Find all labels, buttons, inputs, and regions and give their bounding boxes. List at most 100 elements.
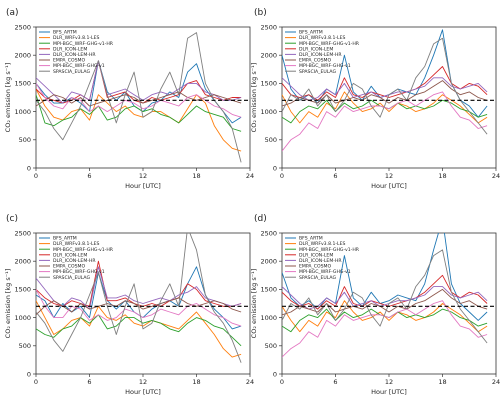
x-tick-label: 24 bbox=[246, 172, 254, 180]
y-tick-label: 500 bbox=[265, 136, 277, 144]
legend-label: DLR_WRFv3.8.1-LES bbox=[53, 241, 99, 247]
y-tick-label: 0 bbox=[273, 164, 277, 172]
legend-label: BFS_ARTM bbox=[299, 236, 323, 242]
series-line-SPASCIA_EULAG bbox=[36, 32, 242, 163]
series-lines bbox=[36, 233, 242, 363]
y-tick-label: 2000 bbox=[260, 258, 277, 266]
panel-b: (b) 0 500 1000 1500 2000 2500 0 6 12 18 24 Hour [UTC… bbox=[250, 8, 500, 190]
series-line-SPASCIA_EULAG bbox=[36, 233, 242, 363]
legend: BFS_ARTMDLR_WRFv3.8.1-LESMPI-BGC_WRF-GHG… bbox=[39, 236, 114, 281]
series-lines bbox=[282, 233, 488, 358]
x-tick-label: 24 bbox=[492, 172, 500, 180]
y-tick-label: 1000 bbox=[260, 314, 277, 322]
legend-label: DLR_ICON-LEM-HR bbox=[299, 258, 342, 264]
y-tick-label: 500 bbox=[19, 136, 31, 144]
panel-label: (d) bbox=[254, 214, 267, 224]
y-tick-label: 1500 bbox=[260, 286, 277, 294]
legend-label: SPASCIA_EULAG bbox=[299, 275, 336, 281]
y-tick-label: 1500 bbox=[14, 286, 31, 294]
series-line-SPASCIA_EULAG bbox=[282, 37, 488, 135]
y-tick-label: 1500 bbox=[260, 80, 277, 88]
legend-label: SPASCIA_EULAG bbox=[299, 69, 336, 75]
x-tick-label: 0 bbox=[34, 172, 38, 180]
series-line-MPI-BGC_WRF-GHG-v1 bbox=[36, 289, 242, 327]
legend-label: BFS_ARTM bbox=[53, 236, 77, 242]
x-axis-label: Hour [UTC] bbox=[125, 388, 161, 396]
legend-label: MPI-BGC_WRF-GHG-v1-HR bbox=[299, 247, 360, 253]
x-tick-label: 24 bbox=[246, 378, 254, 386]
series-line-MPI-BGC_WRF-GHG-v1 bbox=[36, 83, 242, 118]
y-tick-label: 2000 bbox=[260, 52, 277, 60]
y-tick-label: 2500 bbox=[14, 229, 31, 237]
x-tick-label: 6 bbox=[333, 378, 337, 386]
legend-label: SPASCIA_EULAG bbox=[53, 275, 90, 281]
y-axis-label: CO₂ emission [kg s⁻¹] bbox=[4, 63, 12, 133]
panel-c: (c) 0 500 1000 1500 2000 2500 0 6 12 18 24 Hour [UTC… bbox=[4, 214, 254, 396]
panel-label: (c) bbox=[6, 214, 18, 224]
legend-label: EMPA_COSMO bbox=[299, 264, 331, 270]
x-tick-label: 6 bbox=[87, 378, 91, 386]
x-tick-label: 0 bbox=[280, 378, 284, 386]
x-tick-label: 6 bbox=[87, 172, 91, 180]
legend-label: MPI-BGC_WRF-GHG-v1-HR bbox=[53, 41, 114, 47]
series-line-DLR_ICON-LEM-HR bbox=[36, 60, 242, 104]
y-tick-label: 500 bbox=[19, 342, 31, 350]
legend-label: DLR_WRFv3.8.1-LES bbox=[53, 35, 99, 41]
panel-label: (a) bbox=[6, 8, 19, 18]
legend-label: EMPA_COSMO bbox=[53, 264, 85, 270]
y-tick-label: 2500 bbox=[260, 229, 277, 237]
legend-label: MPI-BGC_WRF-GHG-v1 bbox=[53, 63, 105, 69]
x-tick-label: 18 bbox=[438, 172, 446, 180]
series-line-MPI-BGC_WRF-GHG-v1 bbox=[282, 91, 488, 152]
legend-label: DLR_ICON-LEM bbox=[53, 252, 87, 258]
x-tick-label: 12 bbox=[139, 378, 147, 386]
x-tick-label: 24 bbox=[492, 378, 500, 386]
x-tick-label: 0 bbox=[34, 378, 38, 386]
panel-label: (b) bbox=[254, 8, 267, 18]
y-tick-label: 2000 bbox=[14, 52, 31, 60]
panel-d: (d) 0 500 1000 1500 2000 2500 0 6 12 18 24 Hour [UTC… bbox=[250, 214, 500, 396]
legend-label: BFS_ARTM bbox=[299, 30, 323, 36]
legend-label: DLR_WRFv3.8.1-LES bbox=[299, 241, 345, 247]
y-tick-label: 1500 bbox=[14, 80, 31, 88]
x-tick-label: 18 bbox=[192, 172, 200, 180]
y-axis-label: CO₂ emission [kg s⁻¹] bbox=[4, 269, 12, 339]
legend-label: SPASCIA_EULAG bbox=[53, 69, 90, 75]
panel-a: (a) 0 500 1000 1500 2000 2500 0 6 12 18 24 Hour [UTC… bbox=[4, 8, 254, 190]
y-tick-label: 0 bbox=[27, 370, 31, 378]
x-axis-label: Hour [UTC] bbox=[371, 182, 407, 190]
x-tick-label: 18 bbox=[192, 378, 200, 386]
legend-label: DLR_WRFv3.8.1-LES bbox=[299, 35, 345, 41]
legend-label: MPI-BGC_WRF-GHG-v1-HR bbox=[299, 41, 360, 47]
x-tick-label: 12 bbox=[139, 172, 147, 180]
legend-label: DLR_ICON-LEM bbox=[299, 46, 333, 52]
series-line-MPI-BGC_WRF-GHG-v1-HR bbox=[36, 94, 242, 132]
x-tick-label: 0 bbox=[280, 172, 284, 180]
y-tick-label: 1000 bbox=[14, 108, 31, 116]
y-tick-label: 500 bbox=[265, 342, 277, 350]
x-axis-label: Hour [UTC] bbox=[371, 388, 407, 396]
x-axis-label: Hour [UTC] bbox=[125, 182, 161, 190]
y-tick-label: 0 bbox=[27, 164, 31, 172]
x-tick-label: 18 bbox=[438, 378, 446, 386]
legend-label: EMPA_COSMO bbox=[299, 58, 331, 64]
series-lines bbox=[282, 29, 488, 152]
legend: BFS_ARTMDLR_WRFv3.8.1-LESMPI-BGC_WRF-GHG… bbox=[285, 30, 360, 75]
legend-label: DLR_ICON-LEM bbox=[299, 252, 333, 258]
legend-label: MPI-BGC_WRF-GHG-v1 bbox=[299, 63, 351, 69]
series-lines bbox=[36, 32, 242, 163]
y-tick-label: 2000 bbox=[14, 258, 31, 266]
series-line-SPASCIA_EULAG bbox=[282, 249, 488, 344]
legend-label: DLR_ICON-LEM bbox=[53, 46, 87, 52]
legend: BFS_ARTMDLR_WRFv3.8.1-LESMPI-BGC_WRF-GHG… bbox=[285, 236, 360, 281]
legend-label: DLR_ICON-LEM-HR bbox=[53, 258, 96, 264]
y-tick-label: 0 bbox=[273, 370, 277, 378]
series-line-MPI-BGC_WRF-GHG-v1 bbox=[282, 300, 488, 358]
y-tick-label: 1000 bbox=[14, 314, 31, 322]
legend: BFS_ARTMDLR_WRFv3.8.1-LESMPI-BGC_WRF-GHG… bbox=[39, 30, 114, 75]
series-line-DLR_WRFv3.8.1-LES bbox=[36, 300, 242, 358]
series-line-MPI-BGC_WRF-GHG-v1-HR bbox=[36, 314, 242, 347]
series-line-DLR_WRFv3.8.1-LES bbox=[36, 88, 242, 152]
legend-label: DLR_ICON-LEM-HR bbox=[299, 52, 342, 58]
